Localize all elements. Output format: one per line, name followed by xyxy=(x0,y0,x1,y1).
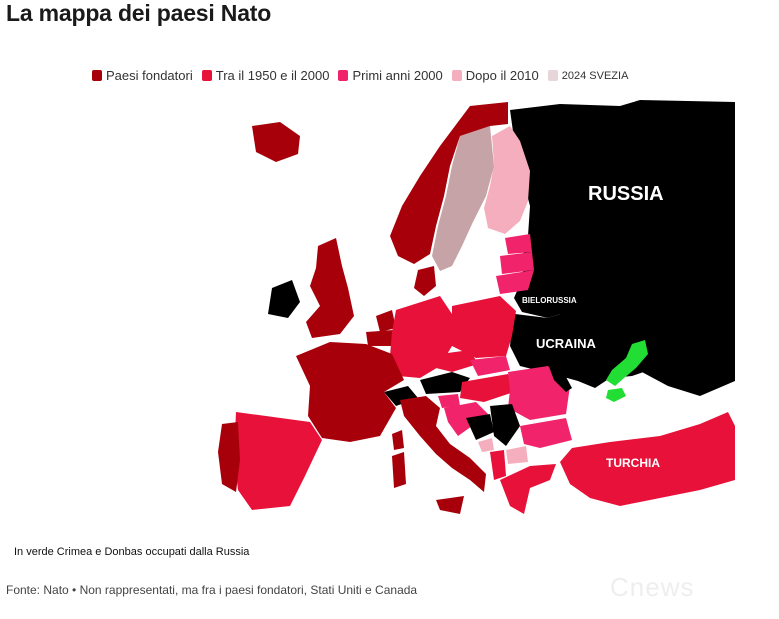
legend-item-sweden-2024: 2024 SVEZIA xyxy=(547,69,629,82)
europe-map: RUSSIA BIELORUSSIA UCRAINA TURCHIA xyxy=(0,96,779,556)
country-germany xyxy=(390,296,452,378)
europe-map-svg: RUSSIA BIELORUSSIA UCRAINA TURCHIA xyxy=(218,100,735,514)
country-montenegro xyxy=(478,438,494,452)
country-latvia xyxy=(500,252,534,274)
legend-label: 2024 SVEZIA xyxy=(561,69,629,82)
legend-item-after-2010: Dopo il 2010 xyxy=(451,68,539,83)
legend-label: Paesi fondatori xyxy=(106,68,193,83)
country-belgium xyxy=(366,330,394,346)
country-croatia xyxy=(444,402,488,436)
source-note: Fonte: Nato • Non rappresentati, ma fra … xyxy=(6,583,418,597)
country-uk xyxy=(306,238,354,338)
country-finland xyxy=(484,126,530,234)
legend-item-founders: Paesi fondatori xyxy=(92,68,193,83)
legend-item-early-2000s: Primi anni 2000 xyxy=(338,68,443,83)
country-north-macedonia xyxy=(506,446,528,464)
occupied-crimea xyxy=(606,388,626,402)
country-italy xyxy=(400,396,486,492)
label-russia: RUSSIA xyxy=(588,183,664,205)
label-turkey: TURCHIA xyxy=(606,456,660,470)
country-corsica xyxy=(392,430,404,450)
country-slovakia xyxy=(470,356,510,376)
country-serbia xyxy=(490,404,520,446)
label-belarus: BIELORUSSIA xyxy=(522,296,577,305)
country-slovenia xyxy=(438,394,460,408)
country-moldova xyxy=(548,364,572,392)
country-sweden xyxy=(432,126,494,271)
country-portugal xyxy=(218,422,240,492)
watermark-logo: Cnews xyxy=(610,572,695,602)
page-title: La mappa dei paesi Nato xyxy=(6,0,272,26)
country-denmark xyxy=(414,266,436,296)
map-legend: Paesi fondatori Tra il 1950 e il 2000 Pr… xyxy=(92,68,637,83)
legend-swatch xyxy=(92,70,102,81)
legend-label: Dopo il 2010 xyxy=(465,68,539,83)
country-bulgaria xyxy=(520,418,572,448)
country-spain xyxy=(234,412,322,510)
country-russia xyxy=(510,100,735,396)
country-sicily xyxy=(436,496,464,514)
country-turkey xyxy=(560,412,735,506)
country-bosnia xyxy=(466,414,494,440)
country-netherlands xyxy=(376,310,396,332)
country-iceland xyxy=(252,122,300,162)
label-ukraine: UCRAINA xyxy=(536,336,597,351)
legend-label: Tra il 1950 e il 2000 xyxy=(215,68,330,83)
country-hungary xyxy=(460,374,514,402)
country-albania xyxy=(490,450,506,480)
country-sardinia xyxy=(392,452,406,488)
legend-swatch xyxy=(201,70,212,81)
legend-swatch xyxy=(547,70,558,81)
country-poland xyxy=(452,296,516,358)
country-estonia xyxy=(505,234,532,254)
country-ireland xyxy=(268,280,300,318)
country-norway xyxy=(390,102,508,264)
country-france xyxy=(296,342,404,442)
legend-item-1950-2000: Tra il 1950 e il 2000 xyxy=(201,68,330,83)
legend-label: Primi anni 2000 xyxy=(352,68,443,83)
country-austria xyxy=(420,372,470,394)
country-belarus xyxy=(514,278,575,318)
map-note: In verde Crimea e Donbas occupati dalla … xyxy=(14,546,250,558)
country-lithuania xyxy=(496,270,534,294)
country-greece xyxy=(500,464,556,514)
legend-swatch xyxy=(451,70,462,81)
legend-swatch xyxy=(338,70,349,81)
country-czechia xyxy=(436,350,478,372)
occupied-donbas xyxy=(606,340,648,386)
